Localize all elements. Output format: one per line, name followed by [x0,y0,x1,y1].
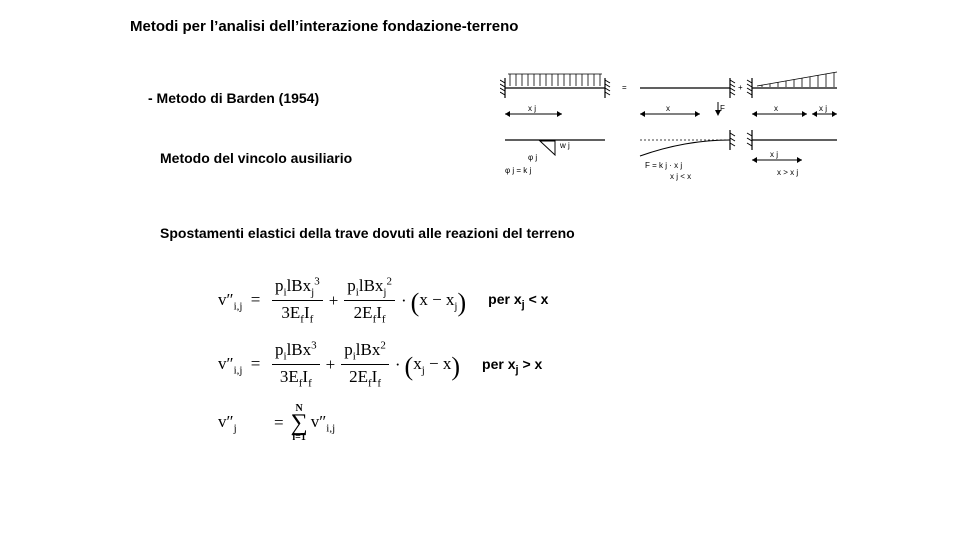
lbl-cond-b: x > x j [777,168,798,177]
lbl-phi: φ j [528,153,537,162]
equations-block: v″i,j = pilBxj3 3EfIf + pilBxj2 2EfIf · … [218,275,738,455]
dim-xj-2: x j [819,104,827,113]
svg-text:+: + [738,83,743,92]
dim-x: x [666,104,670,113]
dim-x-2: x [774,104,778,113]
equation-1: v″i,j = pilBxj3 3EfIf + pilBxj2 2EfIf · … [218,275,738,327]
heading-barden: - Metodo di Barden (1954) [148,90,319,106]
lbl-wj: w j [559,141,570,150]
lbl-phi-eq: φ j = k j [505,166,532,175]
page-title: Metodi per l’analisi dell’interazione fo… [130,18,518,35]
equation-2: v″i,j = pilBx3 3EfIf + pilBx2 2EfIf · ( … [218,339,738,391]
lbl-F-eq: F = k j · x j [645,161,682,170]
heading-aux: Metodo del vincolo ausiliario [160,150,352,166]
dim-xj: x j [528,104,536,113]
heading-displacements: Spostamenti elastici della trave dovuti … [160,225,575,241]
svg-text:=: = [622,83,627,92]
equation-3: v″j = N ∑ i=1 v″i,j [218,404,738,444]
barden-diagram: = + [500,60,840,200]
dim-F: F [720,104,725,113]
lbl-cond-a: x j < x [670,172,691,181]
svg-text:x j: x j [770,150,778,159]
